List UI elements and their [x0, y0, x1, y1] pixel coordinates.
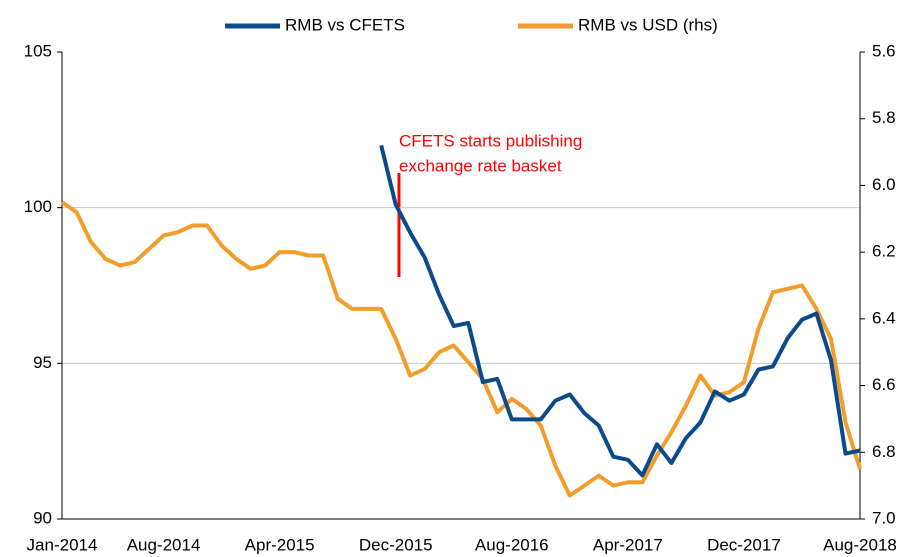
y2-tick-label: 7.0 [872, 508, 896, 527]
y-tick-label: 100 [24, 197, 52, 216]
series-line [60, 200, 862, 498]
y2-tick-label: 6.6 [872, 375, 896, 394]
x-tick-label: Jan-2014 [27, 535, 98, 554]
x-tick-label: Dec-2017 [707, 535, 781, 554]
y2-tick-label: 5.8 [872, 108, 896, 127]
series-line [379, 144, 861, 478]
y2-tick-label: 6.4 [872, 308, 896, 327]
annotation-text: exchange rate basket [399, 156, 562, 175]
x-tick-label: Aug-2016 [475, 535, 549, 554]
x-tick-label: Apr-2017 [593, 535, 663, 554]
y2-tick-label: 6.8 [872, 442, 896, 461]
y-tick-label: 90 [33, 508, 52, 527]
y-tick-label: 95 [33, 353, 52, 372]
y2-tick-label: 5.6 [872, 41, 896, 60]
x-tick-label: Dec-2015 [359, 535, 433, 554]
x-tick-label: Aug-2014 [127, 535, 201, 554]
y2-tick-label: 6.0 [872, 175, 896, 194]
x-tick-label: Apr-2015 [245, 535, 315, 554]
y2-tick-label: 6.2 [872, 242, 896, 261]
legend-label: RMB vs CFETS [285, 15, 405, 34]
legend-label: RMB vs USD (rhs) [578, 15, 718, 34]
annotation-text: CFETS starts publishing [399, 131, 582, 150]
y-tick-label: 105 [24, 41, 52, 60]
x-tick-label: Aug-2018 [823, 535, 897, 554]
